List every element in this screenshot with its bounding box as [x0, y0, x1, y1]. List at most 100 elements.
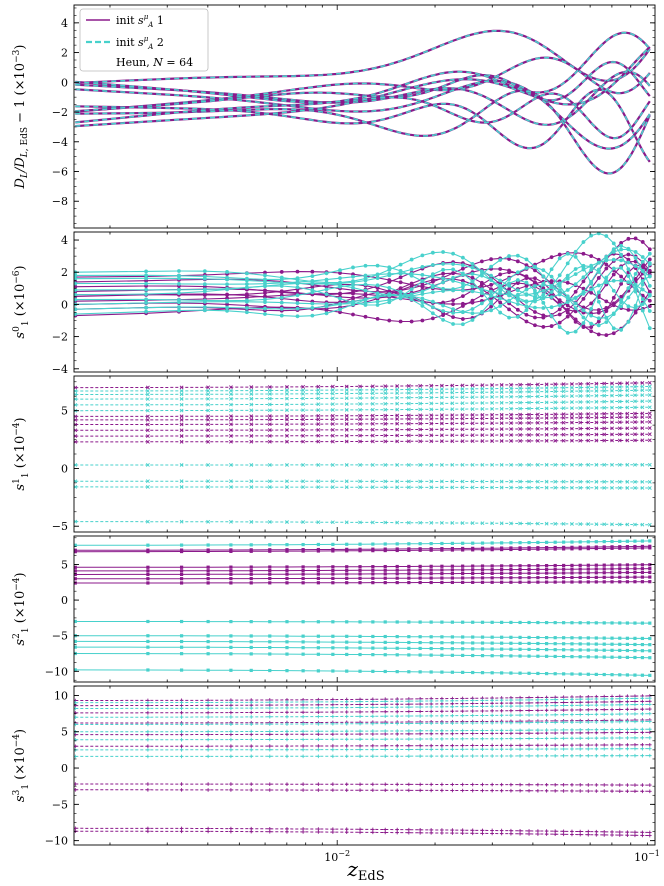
data-point-s10-11-29: [524, 257, 529, 262]
data-point-s13-17-30: [544, 697, 549, 702]
data-point-s10-9-5: [244, 292, 249, 297]
series-line-s10-13: [75, 259, 651, 296]
data-point-s12-12-6: [268, 668, 272, 673]
data-point-s10-3-23: [470, 275, 475, 280]
data-point-s12-10-2: [179, 645, 184, 649]
data-point-s11-10-31: [553, 462, 558, 467]
data-point-s10-18-4: [225, 305, 229, 310]
data-point-s12-7-43: [648, 621, 652, 625]
data-point-s11-13-18: [429, 395, 434, 400]
data-point-s11-12-42: [640, 399, 645, 404]
data-point-s12-2-37: [602, 571, 606, 575]
data-point-s13-0-39: [617, 830, 622, 834]
plot-area: [74, 539, 652, 677]
data-point-s12-7-39: [618, 621, 622, 625]
data-point-s11-14-15: [395, 391, 400, 396]
data-point-s11-10-12: [358, 463, 362, 467]
data-point-s10-10-4: [225, 270, 229, 274]
data-point-s11-7-4: [228, 519, 233, 524]
data-point-s11-2-8: [301, 428, 306, 432]
data-point-s12-1-19: [440, 576, 444, 580]
data-point-s11-11-28: [527, 406, 531, 411]
data-point-s13-16-42: [640, 702, 645, 707]
data-point-s11-5-30: [544, 412, 549, 417]
data-point-s13-12-17: [418, 737, 422, 741]
data-point-s11-7-27: [518, 521, 522, 526]
data-point-s13-16-36: [594, 703, 599, 707]
data-point-s10-16-19: [430, 305, 435, 310]
data-point-s10-14-12: [351, 285, 355, 290]
data-point-s13-13-22: [470, 728, 475, 733]
data-point-s12-8-17: [418, 635, 422, 639]
data-point-s11-6-16: [406, 384, 411, 388]
data-point-s10-14-19: [430, 285, 435, 289]
data-point-s11-8-39: [617, 485, 622, 490]
data-point-s10-16-36: [581, 315, 586, 320]
data-point-s13-12-28: [527, 736, 531, 741]
data-point-s13-3-24: [490, 788, 494, 793]
data-point-s12-8-40: [625, 636, 629, 640]
data-point-s11-0-7: [285, 439, 289, 444]
ytick-label-s13: −10: [45, 835, 68, 848]
data-point-s10-2-34: [565, 303, 570, 308]
data-point-s12-1-42: [640, 575, 645, 579]
data-point-s10-15-22: [460, 271, 465, 276]
data-point-s11-7-25: [499, 521, 504, 526]
data-point-s11-5-28: [527, 412, 531, 417]
data-point-s11-3-14: [383, 421, 388, 426]
data-point-s11-9-25: [499, 479, 504, 484]
ylabel-text-s11-part: ): [13, 417, 28, 422]
data-point-s11-8-41: [633, 486, 637, 490]
data-point-s12-10-8: [301, 646, 305, 650]
data-point-s12-0-35: [586, 580, 590, 584]
data-point-s12-12-5: [249, 668, 253, 673]
data-point-s12-10-21: [461, 647, 465, 651]
data-point-s10-19-30: [533, 288, 537, 293]
ylabel-text-s11-part: s: [13, 484, 28, 491]
data-point-s12-13-30: [545, 540, 549, 544]
series-line-s13-15: [75, 713, 650, 718]
legend-entry-method-part: Heun,: [116, 56, 153, 69]
data-point-s11-12-43: [647, 399, 652, 404]
data-point-s10-6-25: [489, 304, 494, 309]
data-point-s10-19-44: [640, 308, 645, 313]
data-point-s13-11-10: [331, 747, 335, 752]
data-point-s11-4-30: [544, 416, 549, 420]
data-point-s13-8-33: [570, 700, 574, 705]
data-point-s11-2-40: [625, 426, 630, 431]
data-point-s12-12-26: [509, 671, 513, 675]
data-point-s12-9-2: [179, 639, 184, 644]
data-point-s10-15-5: [244, 285, 249, 290]
data-point-s10-9-14: [375, 286, 380, 290]
data-point-s12-3-25: [500, 568, 504, 572]
data-point-s12-12-40: [625, 673, 629, 677]
data-point-s12-9-42: [640, 642, 645, 647]
data-point-s11-13-19: [439, 395, 444, 400]
data-point-s12-3-36: [594, 567, 598, 571]
data-point-s10-3-29: [524, 312, 529, 317]
data-point-s11-8-35: [586, 485, 591, 490]
data-point-s13-15-5: [249, 715, 254, 719]
legend-entry-method-part: N: [152, 56, 163, 69]
ytick-label-DL: 2: [61, 47, 68, 60]
series-line-s10-11: [75, 245, 651, 299]
data-point-s11-10-34: [578, 462, 583, 467]
data-point-s13-5-26: [509, 731, 513, 736]
ylabel-DL: DL/DL, EdS − 1 (×10−3): [12, 45, 30, 190]
data-point-s11-3-27: [518, 421, 522, 425]
data-point-s11-4-6: [267, 417, 272, 422]
data-point-s13-5-32: [561, 731, 566, 735]
data-point-s13-15-7: [285, 714, 289, 719]
data-point-s11-3-4: [228, 422, 233, 427]
data-point-s11-12-8: [301, 402, 306, 407]
data-point-s10-18-19: [430, 299, 435, 304]
data-point-s13-7-17: [418, 709, 422, 714]
data-point-s13-17-5: [249, 700, 254, 705]
data-point-s11-9-6: [267, 479, 272, 484]
data-point-s11-12-12: [358, 402, 362, 406]
data-point-s12-1-40: [625, 575, 629, 579]
data-point-s13-12-39: [617, 736, 622, 740]
data-point-s10-15-7: [279, 284, 284, 288]
data-point-s10-19-15: [387, 292, 392, 297]
data-point-s13-5-23: [480, 731, 485, 736]
